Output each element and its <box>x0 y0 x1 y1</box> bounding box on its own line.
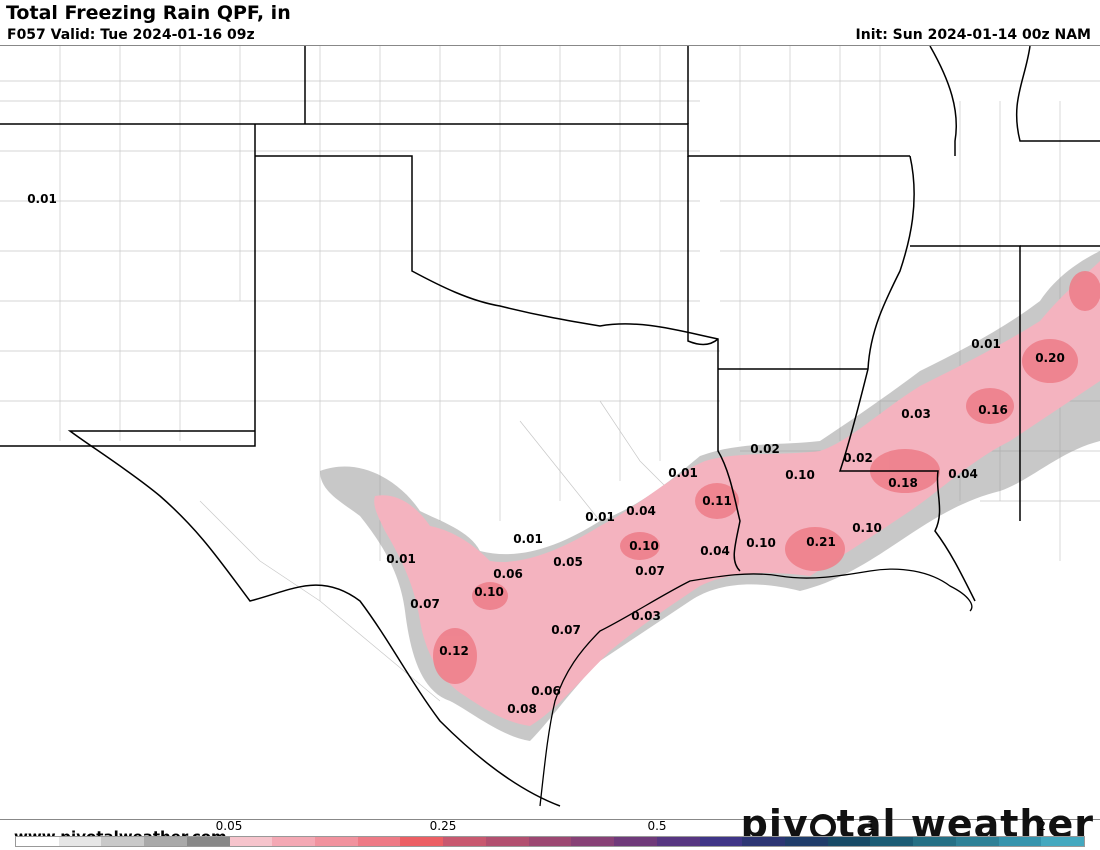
legend-swatch <box>315 837 358 846</box>
amount-label: 0.04 <box>700 544 730 558</box>
amount-label: 0.02 <box>843 451 873 465</box>
amount-label: 0.21 <box>806 535 836 549</box>
legend-tick-label: 2 <box>1038 819 1047 833</box>
amount-label: 0.07 <box>551 623 581 637</box>
amount-label: 0.01 <box>668 466 698 480</box>
legend-tick-label: 0.25 <box>429 819 457 833</box>
coastline <box>539 568 973 807</box>
county-lines <box>0 46 1100 702</box>
amount-label: 0.01 <box>971 337 1001 351</box>
legend-swatch <box>229 837 273 846</box>
legend-swatch <box>58 837 102 846</box>
amount-label: 0.05 <box>553 555 583 569</box>
legend-tick-label: 1 <box>867 819 875 833</box>
amount-label: 0.03 <box>631 609 661 623</box>
legend-swatch <box>571 837 615 846</box>
amount-label: 0.06 <box>531 684 561 698</box>
amount-label: 0.16 <box>978 403 1008 417</box>
amount-label: 0.04 <box>626 504 656 518</box>
amount-label: 0.03 <box>901 407 931 421</box>
legend-swatch <box>144 837 187 846</box>
legend-swatch <box>998 837 1042 846</box>
init-time: Init: Sun 2024-01-14 00z NAM <box>855 27 1091 43</box>
amount-label: 0.10 <box>852 521 882 535</box>
legend-swatch <box>357 837 401 846</box>
amount-label: 0.20 <box>1035 351 1065 365</box>
legend-swatch <box>656 837 700 846</box>
legend-swatch <box>16 837 59 846</box>
amount-label: 0.02 <box>750 442 780 456</box>
amount-label: 0.12 <box>439 644 469 658</box>
amount-label: 0.10 <box>785 468 815 482</box>
amount-label: 0.10 <box>746 536 776 550</box>
amount-label: 0.10 <box>629 539 659 553</box>
map-title: Total Freezing Rain QPF, in <box>6 2 291 24</box>
legend-swatch <box>827 837 871 846</box>
amount-label: 0.07 <box>635 564 665 578</box>
legend-swatch <box>614 837 657 846</box>
legend-swatch <box>870 837 914 846</box>
amount-label: 0.01 <box>585 510 615 524</box>
legend-swatch <box>784 837 828 846</box>
valid-time: F057 Valid: Tue 2024-01-16 09z <box>7 27 255 43</box>
color-legend <box>15 836 1085 847</box>
legend-swatch <box>272 837 316 846</box>
legend-swatch <box>1041 837 1084 846</box>
legend-swatch <box>101 837 145 846</box>
legend-swatch <box>485 837 529 846</box>
amount-label: 0.06 <box>493 567 523 581</box>
amount-label: 0.07 <box>410 597 440 611</box>
legend-swatch <box>913 837 956 846</box>
state-borders <box>0 46 1100 807</box>
amount-label: 0.08 <box>507 702 537 716</box>
amount-label: 0.01 <box>513 532 543 546</box>
amount-label: 0.04 <box>948 467 978 481</box>
precip-cores <box>433 271 1100 684</box>
legend-swatch <box>443 837 486 846</box>
legend-swatch <box>742 837 785 846</box>
amount-label: 0.01 <box>27 192 57 206</box>
legend-tick-label: 0.05 <box>215 819 243 833</box>
legend-swatch <box>955 837 999 846</box>
legend-swatch <box>186 837 230 846</box>
amount-label: 0.10 <box>474 585 504 599</box>
precip-pink <box>374 261 1100 726</box>
legend-swatch <box>528 837 572 846</box>
legend-swatch <box>699 837 743 846</box>
legend-swatch <box>400 837 444 846</box>
map-graphic <box>0 46 1100 807</box>
legend-tick-label: 0.5 <box>647 819 667 833</box>
amount-label: 0.01 <box>386 552 416 566</box>
map-area: 0.01 0.01 0.20 0.03 0.16 0.02 0.02 0.01 0.10 0.04… <box>0 45 1100 820</box>
amount-label: 0.18 <box>888 476 918 490</box>
amount-label: 0.11 <box>702 494 732 508</box>
